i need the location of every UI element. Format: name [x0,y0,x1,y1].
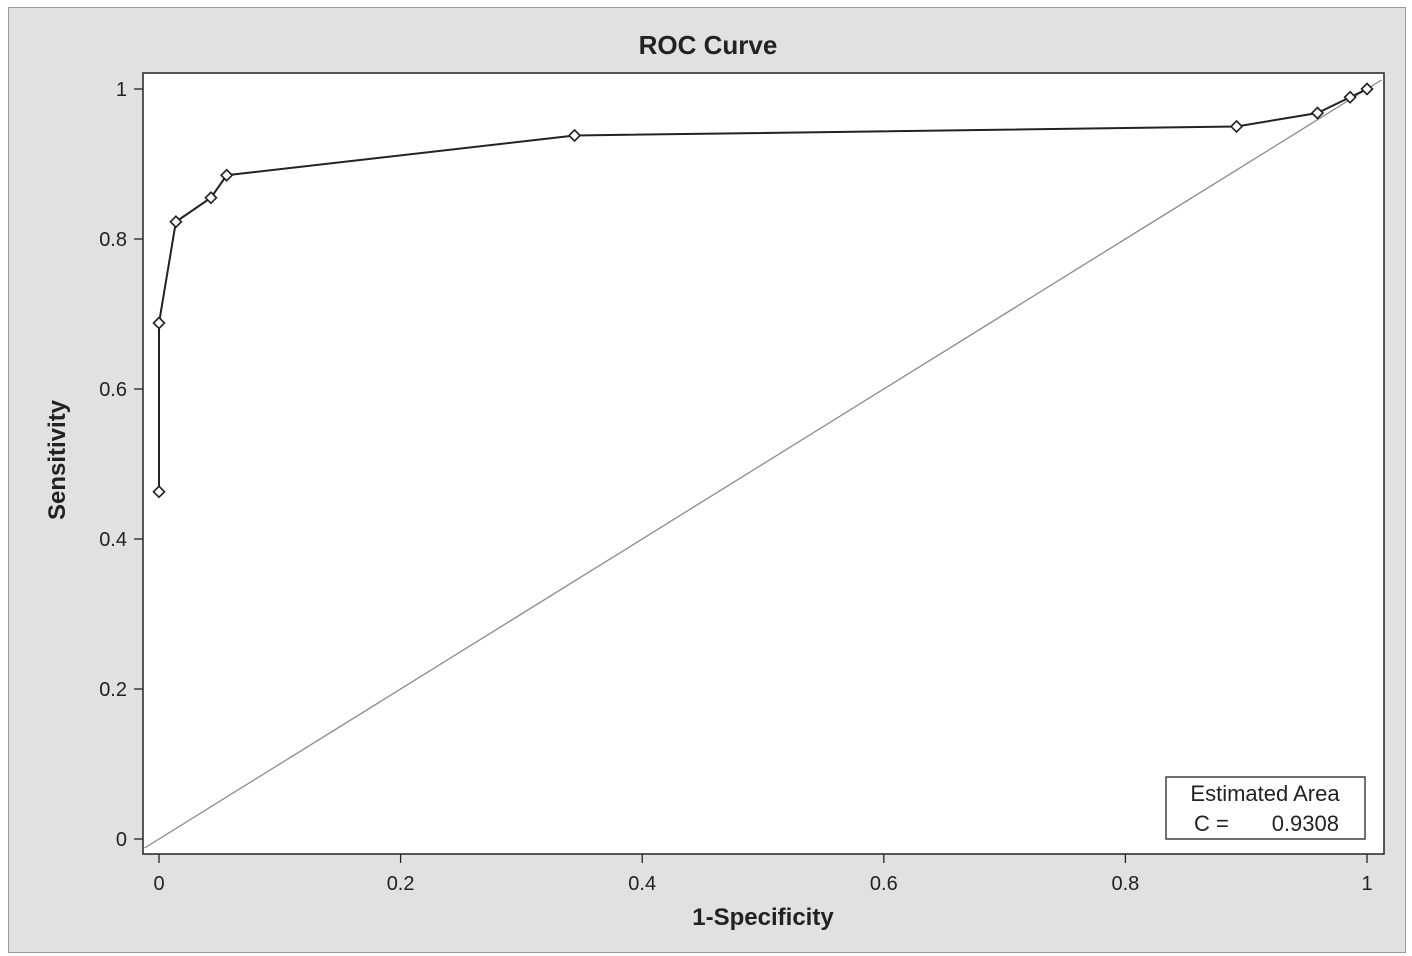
chart-frame: ROC Curve 0 0.2 0.4 0.6 0.8 1 0 0.2 0.4 0.6 0.8 1 … [8,7,1406,953]
roc-point-marker [1310,106,1325,120]
roc-curve-markers [152,82,1374,499]
y-tick-label: 0.6 [99,379,127,401]
y-tick-label: 0.8 [99,229,127,251]
legend-value: 0.9308 [1272,811,1339,836]
x-tick-label: 0.6 [870,873,898,895]
y-tick-label: 1 [116,79,127,101]
y-axis-ticks: 0 0.2 0.4 0.6 0.8 1 [99,79,143,851]
roc-point-marker [152,485,166,499]
x-tick-label: 0.8 [1111,873,1139,895]
x-tick-label: 1 [1361,873,1372,895]
roc-point-marker [220,168,234,182]
roc-curve-line [158,88,1368,492]
legend-frame [1165,776,1366,840]
roc-point-marker [169,215,183,229]
roc-point-marker [1229,119,1244,134]
y-tick-label: 0.4 [99,529,127,551]
y-tick-label: 0.2 [99,679,127,701]
roc-point-marker [1360,82,1374,96]
y-tick-label: 0 [116,829,127,851]
legend-label: C = [1194,811,1229,836]
x-tick-label: 0.2 [387,873,415,895]
reference-diagonal [144,79,1382,849]
x-tick-label: 0 [153,873,164,895]
legend-box: Estimated Area C = 0.9308 [1165,776,1366,840]
roc-chart: ROC Curve 0 0.2 0.4 0.6 0.8 1 00.20.40.60.81 … [44,30,1385,931]
roc-point-marker [204,191,218,205]
roc-point-marker [152,316,166,330]
chart-title: ROC Curve [639,30,778,60]
x-axis-ticks: 0 0.2 0.4 0.6 0.8 1 [153,854,1373,895]
roc-point-marker [567,128,582,143]
x-tick-label: 0.4 [628,873,656,895]
legend-title: Estimated Area [1190,781,1340,806]
x-axis-title: 1-Specificity [692,904,834,931]
y-axis-title: Sensitivity [44,399,71,520]
roc-point-marker [1343,90,1357,104]
